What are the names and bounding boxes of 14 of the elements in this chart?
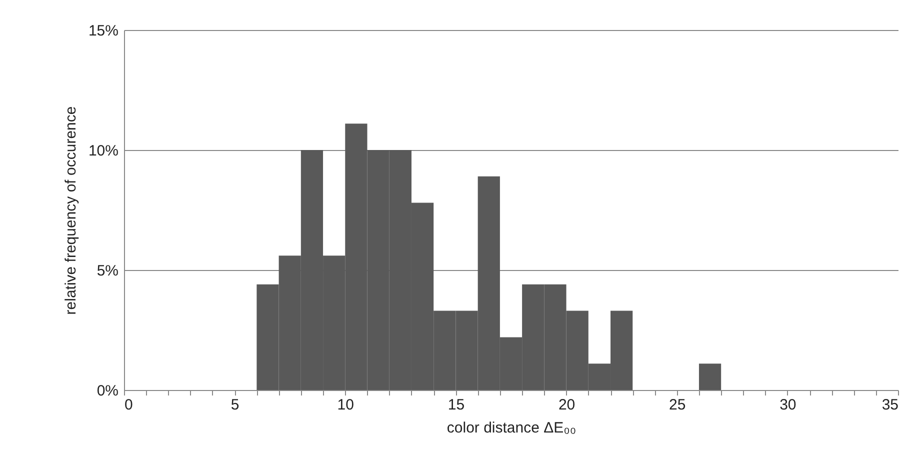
y-tick-label: 15% <box>88 22 118 40</box>
x-tick-label: 25 <box>669 396 686 414</box>
y-tick-label: 5% <box>96 262 118 280</box>
x-tick-label: 35 <box>882 396 898 414</box>
x-tick-label: 15 <box>448 396 465 414</box>
y-tick-label: 10% <box>88 142 118 160</box>
x-tick-label: 10 <box>337 396 354 414</box>
y-tick-label: 0% <box>96 382 118 400</box>
x-tick-label: 20 <box>558 396 576 414</box>
y-axis-title: relative frequency of occurence <box>62 106 80 315</box>
x-axis-title: color distance ΔE₀₀ <box>446 420 576 436</box>
x-tick-label: 5 <box>230 396 240 414</box>
x-tick-label: 0 <box>124 396 133 414</box>
x-tick-label: 30 <box>780 396 796 414</box>
